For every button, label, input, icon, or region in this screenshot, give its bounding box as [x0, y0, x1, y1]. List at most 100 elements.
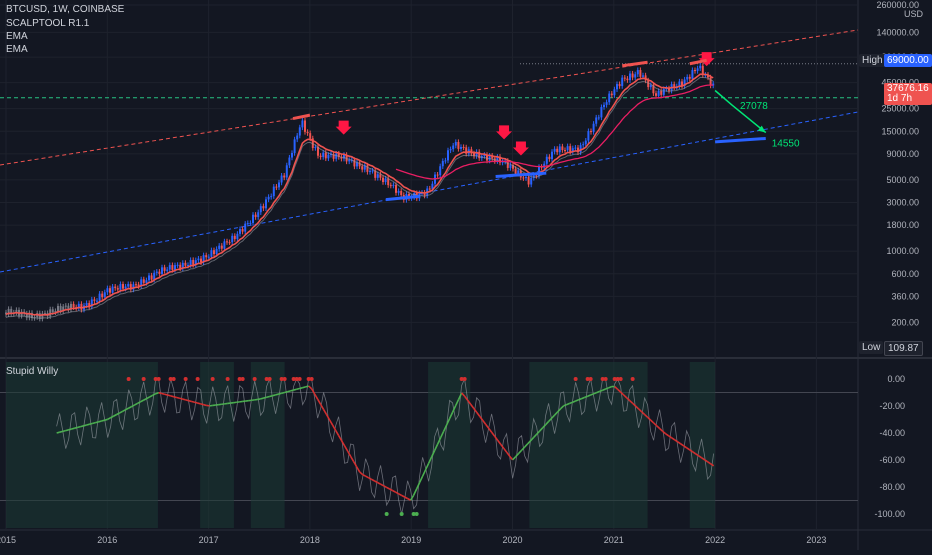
- low-label: Low: [859, 341, 883, 354]
- osc-top-dot: [604, 377, 608, 381]
- high-label: High: [859, 54, 886, 67]
- y-tick-label: 3000.00: [886, 198, 919, 208]
- osc-zone: [529, 362, 647, 528]
- candle-body: [369, 171, 371, 172]
- candle-body: [463, 147, 465, 148]
- osc-signal-segment: [588, 395, 591, 396]
- osc-top-dot: [619, 377, 623, 381]
- x-tick-label: 2016: [97, 535, 117, 545]
- candle-body: [437, 175, 439, 176]
- candle-body: [398, 191, 400, 193]
- candle-body: [517, 170, 519, 173]
- candle-body: [169, 265, 171, 269]
- x-tick-label: 2018: [300, 535, 320, 545]
- symbol-title[interactable]: BTCUSD, 1W, COINBASE: [6, 4, 124, 16]
- candle-body: [119, 284, 121, 290]
- candle-body: [288, 158, 290, 166]
- osc-signal-segment: [195, 402, 198, 403]
- candle-body: [273, 187, 275, 197]
- osc-top-dot: [241, 377, 245, 381]
- candle-body: [686, 77, 688, 80]
- candle-body: [660, 91, 662, 95]
- candle-body: [325, 153, 327, 159]
- candle-body: [52, 309, 54, 312]
- candle-body: [624, 78, 626, 79]
- candle-body: [621, 78, 623, 86]
- osc-bottom-dot: [400, 512, 404, 516]
- candle-body: [275, 187, 277, 188]
- candle-body: [348, 160, 350, 161]
- candle-body: [452, 146, 454, 150]
- osc-bottom-dot: [415, 512, 419, 516]
- candle-body: [179, 265, 181, 269]
- candle-body: [208, 257, 210, 258]
- osc-signal-segment: [279, 393, 282, 394]
- x-tick-label: 2019: [401, 535, 421, 545]
- y-tick-label: 15000.00: [881, 126, 919, 136]
- candle-body: [307, 132, 309, 133]
- oscillator-title[interactable]: Stupid Willy: [6, 366, 58, 377]
- osc-signal-segment: [183, 399, 186, 400]
- osc-signal-segment: [603, 389, 606, 390]
- candle-body: [554, 149, 556, 152]
- candle-body: [546, 157, 548, 164]
- osc-signal-segment: [162, 393, 165, 394]
- candle-body: [530, 178, 532, 185]
- candle-body: [242, 229, 244, 232]
- y-tick-label: 200.00: [891, 317, 919, 327]
- indicator-label-ema-1[interactable]: EMA: [6, 31, 28, 43]
- candle-body: [593, 124, 595, 132]
- candle-body: [294, 139, 296, 153]
- candle-body: [257, 212, 259, 217]
- candle-body: [60, 306, 62, 311]
- candle-body: [205, 255, 207, 257]
- candle-body: [296, 136, 298, 140]
- candle-body: [223, 241, 225, 248]
- candle-body: [262, 206, 264, 208]
- candle-body: [616, 84, 618, 89]
- osc-signal-segment: [591, 394, 594, 395]
- candle-body: [197, 259, 199, 261]
- osc-signal-segment: [300, 388, 303, 389]
- candle-body: [429, 188, 431, 189]
- candle-body: [112, 287, 114, 293]
- osc-signal-segment: [177, 397, 180, 398]
- osc-signal-segment: [84, 425, 87, 426]
- candle-body: [655, 93, 657, 96]
- candle-body: [190, 260, 192, 265]
- osc-signal-segment: [297, 388, 300, 389]
- candle-body: [450, 149, 452, 150]
- candle-body: [249, 223, 251, 224]
- y-tick-label: 360.00: [891, 291, 919, 301]
- osc-top-dot: [283, 377, 287, 381]
- candle-body: [158, 272, 160, 274]
- osc-top-dot: [589, 377, 593, 381]
- candle-body: [156, 272, 158, 273]
- osc-signal-segment: [159, 393, 162, 394]
- candle-body: [236, 234, 238, 239]
- candle-body: [49, 309, 51, 316]
- candle-body: [600, 107, 602, 117]
- candle-body: [582, 144, 584, 145]
- osc-top-dot: [172, 377, 176, 381]
- osc-tick-label: -20.00: [879, 401, 905, 411]
- y-tick-label: 5000.00: [886, 175, 919, 185]
- target-label-2: 14550: [772, 139, 800, 150]
- indicator-label-ema-2[interactable]: EMA: [6, 44, 28, 56]
- candle-body: [57, 306, 59, 311]
- indicator-label-scalptool[interactable]: SCALPTOOL R1.1: [6, 18, 89, 30]
- osc-signal-segment: [96, 422, 99, 423]
- osc-signal-segment: [564, 405, 567, 406]
- candle-body: [525, 177, 527, 178]
- osc-signal-segment: [63, 431, 66, 432]
- candle-body: [361, 166, 363, 169]
- candle-body: [104, 292, 106, 297]
- candle-body: [608, 94, 610, 103]
- candle-body: [161, 267, 163, 274]
- candle-body: [86, 303, 88, 305]
- osc-zone: [6, 362, 158, 528]
- osc-signal-segment: [573, 401, 576, 402]
- osc-top-dot: [253, 377, 257, 381]
